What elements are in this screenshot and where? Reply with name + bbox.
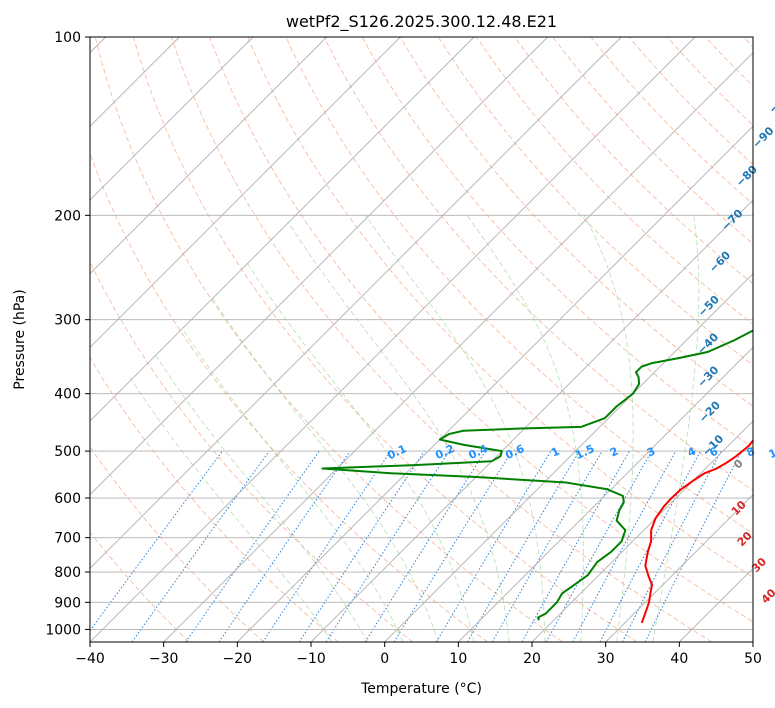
dry-adiabat-line bbox=[90, 531, 190, 642]
moist-adiabat-line bbox=[652, 215, 700, 642]
isotherm-line bbox=[90, 37, 696, 642]
moist-adiabat-line bbox=[153, 351, 369, 642]
mixing-ratio-line bbox=[185, 450, 320, 642]
dry-adiabat-line bbox=[171, 37, 712, 642]
isotherm-line bbox=[90, 37, 254, 201]
mixing-ratio-line bbox=[218, 450, 351, 642]
dry-adiabat-line bbox=[361, 37, 753, 449]
moist-adiabat-line bbox=[211, 297, 439, 642]
plot-frame bbox=[89, 36, 754, 643]
x-tick-label: 30 bbox=[597, 651, 615, 667]
moist-adiabat-line bbox=[365, 215, 546, 642]
y-tick-label: 900 bbox=[54, 595, 81, 611]
x-tick-label: −10 bbox=[296, 651, 326, 667]
y-axis-label: Pressure (hPa) bbox=[12, 289, 28, 389]
mixing-ratio-line bbox=[364, 450, 486, 642]
dry-adiabat-line bbox=[94, 37, 563, 642]
x-tick-label: −30 bbox=[149, 651, 179, 667]
y-tick-label: 500 bbox=[54, 444, 81, 460]
isotherm-line bbox=[90, 37, 548, 496]
dry-adiabat-line bbox=[399, 37, 753, 407]
dry-adiabat-line bbox=[285, 37, 753, 534]
dry-adiabat-line bbox=[323, 37, 753, 491]
profile-lines bbox=[321, 329, 753, 624]
x-axis-label: Temperature (°C) bbox=[360, 681, 482, 697]
mixing-ratio-line bbox=[435, 450, 552, 642]
dry-adiabat-line bbox=[247, 37, 753, 578]
dry-adiabat-line bbox=[90, 446, 264, 642]
isotherm-line bbox=[458, 346, 753, 642]
moist-adiabat-line bbox=[129, 376, 333, 642]
mixing-ratio-line bbox=[325, 450, 450, 642]
mixing-ratio-line bbox=[131, 450, 270, 642]
dry-adiabat-line bbox=[209, 37, 753, 623]
isotherm-line bbox=[531, 420, 753, 642]
moist-adiabat-line bbox=[287, 221, 510, 642]
mixing-ratio-line bbox=[545, 450, 653, 642]
x-tick-label: −40 bbox=[75, 651, 105, 667]
background-lines bbox=[90, 37, 753, 642]
mixing-ratio-line bbox=[262, 450, 392, 642]
moist-adiabat-line bbox=[583, 215, 634, 642]
y-tick-label: 1000 bbox=[45, 622, 81, 638]
isotherm-line bbox=[163, 52, 753, 642]
y-tick-label: 700 bbox=[54, 531, 81, 547]
mixing-ratio-line bbox=[90, 450, 223, 632]
profile-line-1 bbox=[640, 438, 753, 624]
mixing-ratio-label: 10 bbox=[767, 443, 775, 461]
dry-adiabat-line bbox=[90, 356, 339, 642]
mixing-ratio-line bbox=[599, 450, 701, 642]
isotherm-line bbox=[237, 125, 753, 642]
isotherm-line bbox=[310, 199, 753, 642]
dry-adiabat-line bbox=[438, 37, 753, 366]
x-tick-label: 40 bbox=[670, 651, 688, 667]
isotherm-line bbox=[90, 37, 401, 348]
moist-adiabat-line bbox=[181, 327, 404, 642]
y-tick-label: 200 bbox=[54, 208, 81, 224]
mixing-ratio-line bbox=[393, 450, 513, 642]
y-tick-label: 300 bbox=[54, 313, 81, 329]
mixing-ratio-line bbox=[621, 450, 722, 642]
y-tick-label: 400 bbox=[54, 387, 81, 403]
x-tick-label: 50 bbox=[744, 651, 762, 667]
x-tick-label: −20 bbox=[223, 651, 253, 667]
y-tick-label: 600 bbox=[54, 491, 81, 507]
profile-line-2 bbox=[321, 329, 753, 621]
isotherm-line bbox=[90, 37, 475, 422]
y-axis-ticks: 100 200 300 400 500 600 700 800 900 1000 bbox=[45, 30, 90, 638]
mixing-ratio-line bbox=[572, 450, 677, 642]
mixing-ratio-line bbox=[521, 450, 630, 642]
isotherm-line bbox=[605, 494, 753, 642]
mixing-ratio-line bbox=[644, 450, 743, 642]
moist-adiabat-line bbox=[246, 262, 475, 642]
mixing-ratio-line bbox=[298, 450, 425, 642]
x-tick-label: 20 bbox=[523, 651, 541, 667]
isotherm-line bbox=[384, 273, 753, 642]
isotherm-line bbox=[90, 37, 327, 275]
grid-lines bbox=[90, 37, 753, 642]
dry-adiabat-line bbox=[132, 37, 638, 642]
isotherm-line bbox=[90, 37, 622, 569]
chart-title: wetPf2_S126.2025.300.12.48.E21 bbox=[286, 12, 557, 32]
dry-adiabat-line bbox=[90, 152, 488, 642]
x-axis-ticks: −40 −30 −20 −10 0 10 20 30 40 50 bbox=[75, 642, 762, 667]
x-tick-label: 10 bbox=[449, 651, 467, 667]
y-tick-label: 100 bbox=[54, 30, 81, 46]
y-tick-label: 800 bbox=[54, 565, 81, 581]
x-tick-label: 0 bbox=[380, 651, 389, 667]
dry-adiabat-line bbox=[514, 37, 753, 285]
plot-area bbox=[90, 37, 753, 642]
